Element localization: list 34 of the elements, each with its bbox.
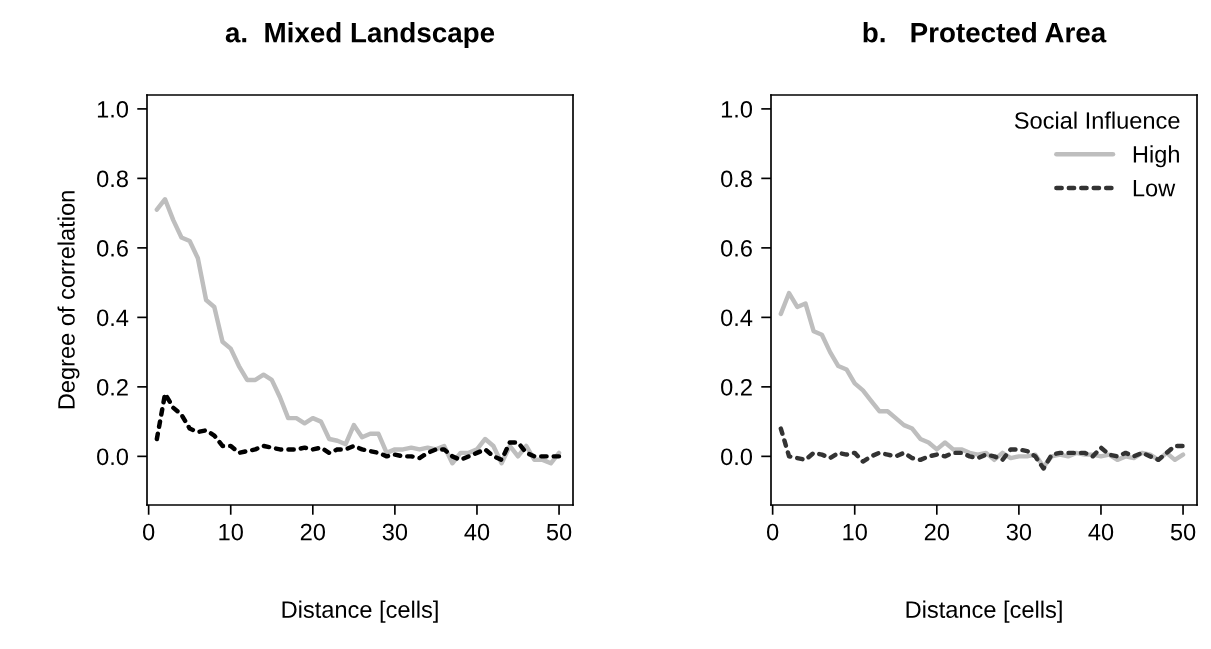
x-axis-title: Distance [cells] — [906, 600, 1062, 623]
y-tick-label: 0.8 — [721, 170, 752, 188]
x-tick-label: 10 — [219, 523, 243, 541]
chart-title: a. Mixed Landscape — [225, 22, 495, 48]
x-axis-title: Distance [cells] — [282, 600, 438, 623]
y-tick-label: 1.0 — [721, 100, 753, 118]
x-tick-label: 50 — [546, 523, 572, 541]
y-tick-label: 0.4 — [97, 309, 129, 327]
y-tick-label: 0.2 — [97, 378, 128, 396]
legend-label: Low — [1133, 180, 1176, 197]
x-tick-label: 20 — [300, 523, 326, 541]
x-tick-label: 30 — [1006, 523, 1032, 541]
y-tick-label: 0.6 — [721, 239, 752, 257]
legend-title: Social Influence — [1014, 111, 1180, 129]
x-tick-label: 50 — [1170, 523, 1196, 541]
chart-title: b. Protected Area — [863, 22, 1107, 43]
x-tick-label: 10 — [843, 523, 867, 541]
y-tick-label: 0.2 — [721, 378, 752, 396]
y-tick-label: 1.0 — [97, 100, 129, 118]
x-tick-label: 0 — [143, 523, 155, 541]
x-tick-label: 40 — [1088, 523, 1114, 541]
line-series — [154, 197, 562, 466]
y-tick-label: 0.0 — [97, 448, 129, 466]
x-tick-label: 40 — [464, 523, 490, 541]
line-series — [778, 426, 1186, 471]
y-axis-title: Degree of correlation — [57, 191, 80, 409]
y-tick-label: 0.8 — [97, 170, 128, 188]
y-tick-label: 0.0 — [721, 448, 753, 466]
legend-label: High — [1133, 145, 1179, 168]
y-tick-label: 0.6 — [97, 239, 128, 257]
y-tick-label: 0.4 — [721, 309, 753, 327]
x-tick-label: 30 — [382, 523, 408, 541]
x-tick-label: 0 — [767, 523, 779, 541]
x-tick-label: 20 — [924, 523, 950, 541]
